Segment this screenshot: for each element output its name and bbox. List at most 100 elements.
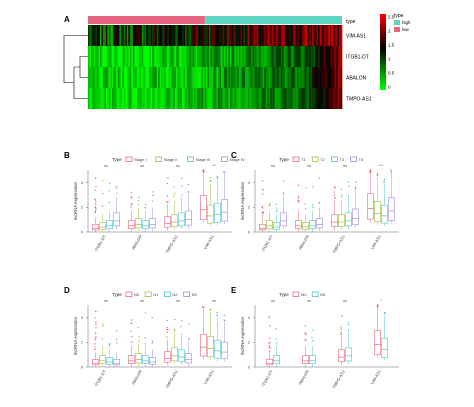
heatmap-cell bbox=[173, 67, 175, 88]
heatmap-cell bbox=[291, 25, 294, 46]
heatmap-cell bbox=[247, 88, 250, 109]
heatmap-cell bbox=[104, 88, 107, 109]
heatmap-cell bbox=[110, 46, 113, 67]
heatmap-cell bbox=[240, 46, 243, 67]
heatmap-cell bbox=[179, 67, 181, 88]
heatmap-cell bbox=[150, 25, 153, 46]
heatmap-cell bbox=[138, 67, 141, 88]
outlier-point bbox=[116, 342, 118, 344]
heatmap-cell bbox=[217, 25, 220, 46]
heatmap-cell bbox=[277, 25, 280, 46]
heatmap-cell bbox=[102, 88, 105, 109]
heatmap-cell bbox=[159, 25, 162, 46]
heatmap-cell bbox=[226, 67, 229, 88]
heatmap-cell bbox=[277, 67, 280, 88]
heatmap-cell bbox=[327, 67, 329, 88]
outlier-point bbox=[174, 192, 176, 195]
outlier-point bbox=[116, 187, 118, 189]
box bbox=[164, 216, 171, 228]
heatmap-cell bbox=[240, 25, 243, 46]
heatmap-cell bbox=[174, 25, 177, 46]
heatmap-cell bbox=[180, 46, 183, 67]
legend-item-label: Stage IV bbox=[229, 157, 245, 162]
heatmap-cell bbox=[330, 46, 332, 67]
heatmap-cell bbox=[137, 67, 140, 88]
heatmap-cell bbox=[135, 25, 138, 46]
panel-b: B Type Stage I Stage II Stage III Stage IV 0 2 4… bbox=[64, 151, 245, 254]
heatmap-cell bbox=[98, 25, 101, 46]
outlier-point bbox=[390, 169, 392, 171]
heatmap-cell bbox=[277, 46, 280, 67]
heatmap-cell bbox=[315, 88, 317, 109]
outlier-point bbox=[151, 200, 154, 202]
heatmap-row-label: ABALON bbox=[346, 76, 367, 82]
outlier-point bbox=[116, 330, 118, 332]
heatmap-cell bbox=[322, 88, 325, 109]
outlier-point bbox=[180, 326, 182, 328]
outlier-point bbox=[180, 319, 183, 322]
heatmap-cell bbox=[182, 88, 184, 109]
heatmap-cell bbox=[297, 88, 300, 109]
outlier-point bbox=[137, 326, 139, 329]
heatmap-cell bbox=[310, 46, 313, 67]
heatmap-cell bbox=[167, 46, 170, 67]
heatmap-cell bbox=[262, 67, 265, 88]
heatmap-cell bbox=[312, 25, 314, 46]
heatmap-cell bbox=[107, 46, 110, 67]
box bbox=[374, 330, 381, 356]
heatmap-cell bbox=[234, 88, 237, 109]
outlier-point bbox=[108, 201, 110, 204]
heatmap-cell bbox=[297, 46, 300, 67]
heatmap-cell bbox=[149, 25, 152, 46]
heatmap-cell bbox=[141, 46, 144, 67]
heatmap-cell bbox=[119, 25, 122, 46]
colorbar-tick-label: 0.5 bbox=[388, 71, 395, 76]
box bbox=[259, 224, 266, 231]
heatmap-cell bbox=[259, 25, 262, 46]
heatmap-cell bbox=[150, 67, 153, 88]
y-tick-label: 2 bbox=[248, 340, 251, 345]
heatmap-cell bbox=[318, 46, 320, 67]
heatmap-cell bbox=[195, 25, 198, 46]
box bbox=[214, 202, 221, 223]
heatmap-cell bbox=[137, 46, 140, 67]
box bbox=[128, 355, 135, 364]
heatmap-cell bbox=[241, 88, 244, 109]
heatmap-cell bbox=[312, 88, 314, 109]
heatmap-cell bbox=[138, 88, 141, 109]
outlier-point bbox=[261, 206, 264, 208]
heatmap-cell bbox=[111, 25, 114, 46]
heatmap-cell bbox=[120, 88, 123, 109]
heatmap-cell bbox=[322, 25, 325, 46]
heatmap-cell bbox=[89, 67, 92, 88]
heatmap-cell bbox=[328, 67, 331, 88]
outlier-point bbox=[144, 207, 146, 209]
box bbox=[128, 220, 135, 229]
heatmap-cell bbox=[96, 25, 99, 46]
heatmap-cell bbox=[153, 25, 156, 46]
box bbox=[221, 341, 228, 360]
type-legend-swatch-high bbox=[394, 20, 400, 25]
outlier-point bbox=[203, 171, 205, 173]
heatmap-cell bbox=[101, 25, 104, 46]
heatmap-cell bbox=[318, 67, 320, 88]
box bbox=[295, 220, 302, 229]
heatmap-cell bbox=[337, 88, 340, 109]
heatmap-cell bbox=[161, 67, 164, 88]
outlier-point bbox=[304, 208, 307, 210]
heatmap-cell bbox=[270, 46, 273, 67]
heatmap-cell bbox=[265, 46, 268, 67]
outlier-point bbox=[151, 340, 154, 343]
heatmap-cell bbox=[340, 88, 343, 109]
heatmap-cell bbox=[171, 88, 174, 109]
heatmap-cell bbox=[249, 46, 252, 67]
box bbox=[367, 193, 374, 220]
heatmap-cell bbox=[258, 25, 261, 46]
heatmap-cell bbox=[123, 46, 126, 67]
outlier-point bbox=[181, 194, 183, 196]
heatmap-cell bbox=[267, 46, 270, 67]
heatmap-cell bbox=[200, 25, 202, 46]
heatmap-cell bbox=[104, 25, 107, 46]
colorbar-tick-label: 1.5 bbox=[388, 43, 395, 48]
